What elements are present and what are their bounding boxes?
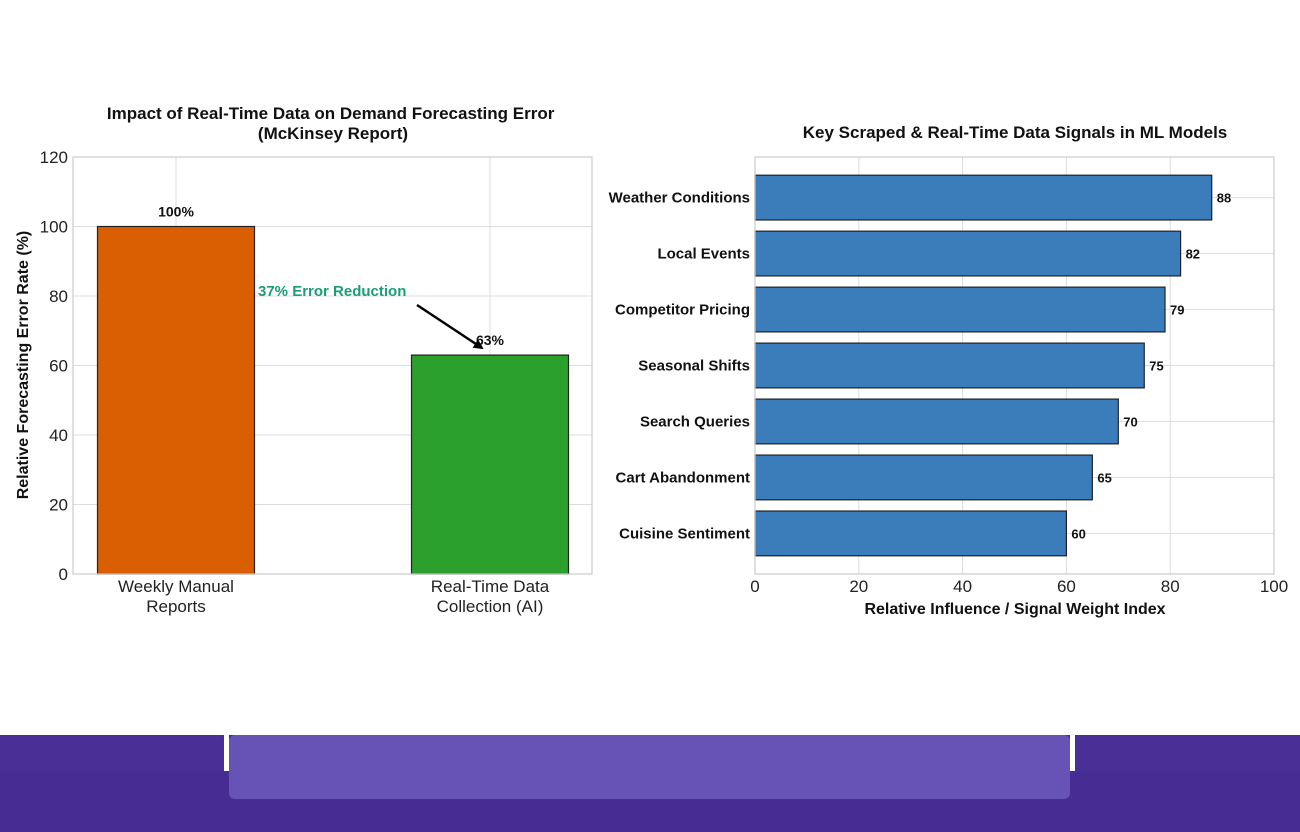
right-bar bbox=[754, 230, 1182, 277]
footer-right-tab bbox=[1075, 735, 1300, 771]
footer-left-tab bbox=[0, 735, 224, 771]
right-value-label: 65 bbox=[1097, 470, 1111, 485]
left-x-tick-label-line2: Reports bbox=[146, 597, 206, 616]
right-category-label: Local Events bbox=[657, 246, 750, 263]
right-x-tick-label: 60 bbox=[1057, 577, 1076, 596]
right-plot-frame bbox=[754, 156, 1275, 575]
right-value-labels: 88 82 79 75 70 65 60 bbox=[1071, 191, 1231, 542]
left-x-tick-label-line2: Collection (AI) bbox=[437, 597, 544, 616]
right-x-axis-label: Relative Influence / Signal Weight Index bbox=[864, 601, 1165, 618]
right-bar bbox=[754, 510, 1067, 557]
annotation-arrow bbox=[416, 303, 484, 350]
right-bar bbox=[754, 398, 1119, 445]
left-bar bbox=[96, 225, 256, 575]
right-value-label: 70 bbox=[1123, 414, 1137, 429]
left-y-tick-label: 120 bbox=[40, 148, 68, 167]
right-value-label: 82 bbox=[1186, 247, 1200, 262]
right-x-tick-label: 0 bbox=[750, 577, 759, 596]
right-category-label: Cuisine Sentiment bbox=[619, 525, 750, 542]
left-y-tick-label: 0 bbox=[59, 565, 68, 584]
right-category-labels: Weather Conditions Local Events Competitor… bbox=[609, 190, 750, 543]
right-x-tick-label: 40 bbox=[953, 577, 972, 596]
right-x-tick-label: 100 bbox=[1260, 577, 1288, 596]
left-y-tick-label: 40 bbox=[49, 426, 68, 445]
right-bar bbox=[754, 174, 1213, 221]
right-value-label: 79 bbox=[1170, 303, 1184, 318]
left-bar bbox=[410, 354, 570, 575]
left-x-tick-label-line1: Real-Time Data bbox=[431, 577, 550, 596]
left-x-ticks: Weekly Manual Reports Real-Time Data Collec… bbox=[118, 577, 550, 616]
right-chart-title: Key Scraped & Real-Time Data Signals in … bbox=[803, 123, 1228, 142]
left-y-tick-label: 100 bbox=[40, 218, 68, 237]
right-x-ticks: 0 20 40 60 80 100 bbox=[750, 577, 1288, 596]
left-x-tick-label: Weekly Manual Reports bbox=[118, 577, 234, 616]
right-x-tick-label: 80 bbox=[1161, 577, 1180, 596]
left-chart-title-line2: (McKinsey Report) bbox=[258, 124, 408, 143]
right-category-label: Seasonal Shifts bbox=[638, 358, 750, 375]
left-chart-title: Impact of Real-Time Data on Demand Forec… bbox=[107, 104, 559, 143]
left-y-tick-label: 60 bbox=[49, 357, 68, 376]
left-x-tick-label-line1: Weekly Manual bbox=[118, 577, 234, 596]
right-bars bbox=[754, 174, 1213, 557]
left-y-axis-label: Relative Forecasting Error Rate (%) bbox=[15, 231, 32, 500]
left-plot-frame bbox=[72, 156, 593, 575]
right-category-label: Cart Abandonment bbox=[616, 469, 750, 486]
right-bar bbox=[754, 286, 1166, 333]
left-y-tick-label: 80 bbox=[49, 287, 68, 306]
right-category-label: Weather Conditions bbox=[609, 190, 750, 207]
error-reduction-annotation: 37% Error Reduction bbox=[258, 283, 406, 300]
left-bars bbox=[96, 225, 570, 575]
footer-panel bbox=[229, 735, 1070, 799]
right-bar bbox=[754, 342, 1145, 389]
right-value-label: 88 bbox=[1217, 191, 1231, 206]
left-y-tick-label: 20 bbox=[49, 496, 68, 515]
right-value-label: 60 bbox=[1071, 526, 1085, 541]
left-chart-title-line1: Impact of Real-Time Data on Demand Forec… bbox=[107, 104, 555, 123]
right-category-label: Competitor Pricing bbox=[615, 302, 750, 319]
charts-canvas: Impact of Real-Time Data on Demand Forec… bbox=[15, 104, 1289, 618]
left-y-ticks: 0 20 40 60 80 100 120 bbox=[40, 148, 68, 584]
left-x-tick-label: Real-Time Data Collection (AI) bbox=[431, 577, 550, 616]
right-x-tick-label: 20 bbox=[849, 577, 868, 596]
right-category-label: Search Queries bbox=[640, 413, 750, 430]
left-value-label: 100% bbox=[158, 204, 194, 220]
footer-gap-left bbox=[224, 735, 229, 771]
footer-gap-right bbox=[1070, 735, 1075, 771]
right-bar bbox=[754, 454, 1093, 501]
right-chart: Key Scraped & Real-Time Data Signals in … bbox=[609, 123, 1289, 618]
right-value-label: 75 bbox=[1149, 359, 1163, 374]
left-chart: Impact of Real-Time Data on Demand Forec… bbox=[15, 104, 593, 616]
